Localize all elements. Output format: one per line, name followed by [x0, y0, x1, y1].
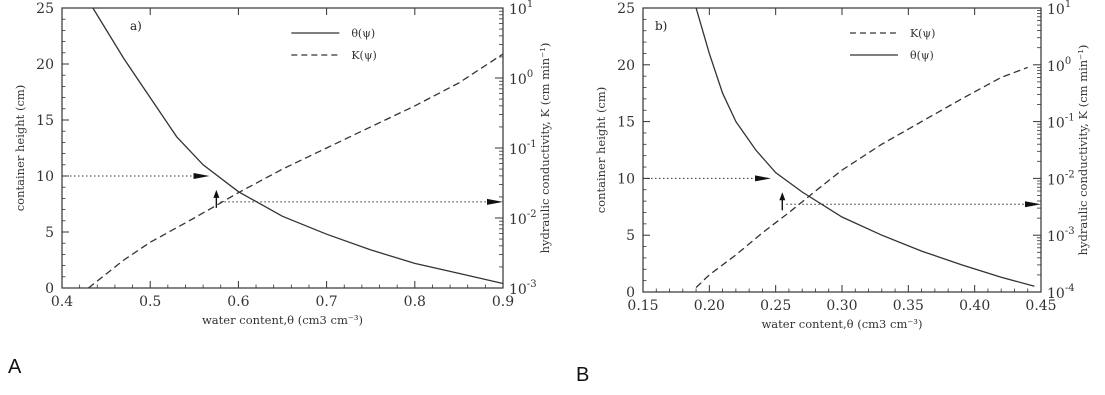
tick-base: 10: [1047, 116, 1065, 132]
series-line-theta: [695, 8, 1035, 287]
y-right-tick-label: 10-1: [1047, 113, 1075, 132]
y-right-axis-label: hydraulic conductivity, K (cm min⁻¹): [538, 43, 552, 254]
tick-exponent: 1: [527, 0, 533, 10]
y-left-tick-label: 5: [626, 228, 635, 244]
panel-label: a): [130, 19, 142, 33]
x-tick-label: 0.20: [694, 298, 725, 314]
y-left-tick-label: 15: [617, 115, 635, 131]
tick-exponent: 1: [1065, 0, 1071, 10]
arrow-height: [193, 173, 210, 179]
y-left-tick-label: 10: [36, 169, 54, 185]
plot-frame: [642, 7, 1042, 293]
tick-base: 10: [509, 2, 527, 18]
tick-exponent: -4: [1065, 283, 1075, 294]
tick-base: 10: [1047, 59, 1065, 75]
x-tick-label: 0.4: [51, 294, 73, 310]
tick-base: 10: [509, 282, 527, 298]
x-tick-label: 0.30: [826, 298, 857, 314]
tick-base: 10: [509, 212, 527, 228]
tick-exponent: -3: [1065, 226, 1075, 237]
legend-label: K(ψ): [351, 49, 376, 62]
y-left-tick-label: 20: [36, 57, 54, 73]
arrow-vertical-head: [779, 192, 786, 201]
y-left-axis-label: container height (cm): [13, 85, 27, 212]
tick-base: 10: [1047, 172, 1065, 188]
tick-base: 10: [1047, 286, 1065, 302]
x-tick-label: 0.9: [492, 294, 514, 310]
tick-base: 10: [509, 72, 527, 88]
y-left-axis-label: container height (cm): [594, 87, 608, 214]
arrow-height: [755, 175, 772, 182]
y-right-tick-label: 101: [1047, 0, 1071, 18]
caption-b: B: [576, 364, 590, 386]
y-right-tick-label: 101: [509, 0, 533, 18]
panel-label: b): [655, 19, 667, 33]
y-left-tick-label: 5: [45, 225, 54, 241]
legend-label: K(ψ): [910, 27, 935, 40]
y-right-tick-label: 10-4: [1047, 283, 1075, 302]
tick-base: 10: [509, 142, 527, 158]
y-left-tick-label: 15: [36, 113, 54, 129]
tick-exponent: -2: [1065, 169, 1075, 180]
tick-exponent: 0: [1065, 56, 1071, 67]
x-axis-label: water content,θ (cm3 cm⁻³): [202, 313, 363, 327]
arrow-vertical-head: [213, 189, 220, 198]
x-axis-label: water content,θ (cm3 cm⁻³): [761, 317, 922, 331]
y-right-tick-label: 10-2: [1047, 169, 1075, 188]
x-tick-label: 0.35: [893, 298, 924, 314]
tick-exponent: -3: [527, 279, 537, 290]
y-left-tick-label: 20: [617, 58, 635, 74]
x-tick-label: 0.8: [404, 294, 426, 310]
tick-base: 10: [1047, 2, 1065, 18]
tick-exponent: -1: [527, 139, 537, 150]
y-right-tick-label: 100: [1047, 56, 1071, 75]
y-right-tick-label: 10-3: [1047, 226, 1075, 245]
caption-a: A: [8, 356, 22, 378]
y-left-tick-label: 0: [626, 285, 635, 301]
plot-frame: [61, 7, 504, 289]
x-tick-label: 0.5: [139, 294, 161, 310]
arrow-K: [487, 198, 503, 205]
y-left-tick-label: 25: [36, 1, 54, 17]
y-left-tick-label: 0: [45, 281, 54, 297]
tick-exponent: -1: [1065, 113, 1075, 124]
x-tick-label: 0.7: [315, 294, 337, 310]
tick-exponent: 0: [527, 69, 533, 80]
x-tick-label: 0.25: [760, 298, 791, 314]
legend-label: θ(ψ): [351, 27, 375, 40]
y-left-tick-label: 10: [617, 171, 635, 187]
x-tick-label: 0.45: [1025, 298, 1056, 314]
y-right-axis-label: hydraulic conductivity, K (cm min⁻¹): [1076, 45, 1090, 256]
y-right-tick-label: 10-2: [509, 209, 537, 228]
series-line-K: [88, 53, 503, 288]
curves: [695, 8, 1035, 288]
curves: [88, 8, 503, 288]
y-right-tick-label: 100: [509, 69, 533, 88]
legend-label: θ(ψ): [910, 49, 934, 62]
x-tick-label: 0.40: [959, 298, 990, 314]
series-line-theta: [92, 8, 503, 285]
arrow-K: [1025, 201, 1041, 208]
x-tick-label: 0.6: [227, 294, 249, 310]
y-right-tick-label: 10-3: [509, 279, 537, 298]
y-right-tick-label: 10-1: [509, 139, 537, 158]
series-line-K: [695, 66, 1028, 288]
x-tick-label: 0.15: [627, 298, 658, 314]
tick-exponent: -2: [527, 209, 537, 220]
tick-base: 10: [1047, 229, 1065, 245]
y-left-tick-label: 25: [617, 1, 635, 17]
